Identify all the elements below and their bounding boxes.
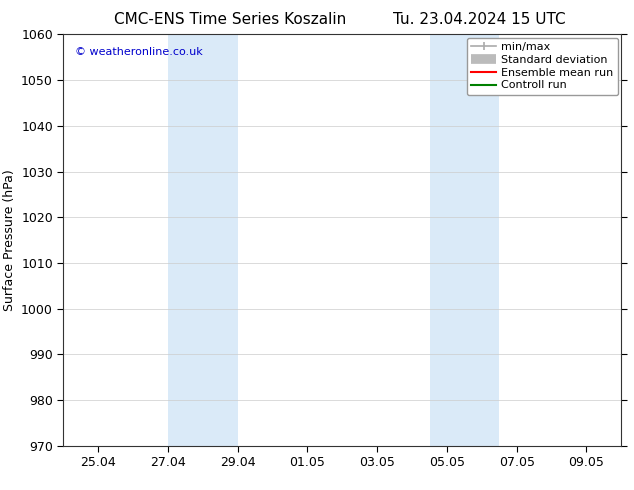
Text: © weatheronline.co.uk: © weatheronline.co.uk	[75, 47, 202, 57]
Bar	[430, 34, 500, 446]
Bar	[168, 34, 238, 446]
Y-axis label: Surface Pressure (hPa): Surface Pressure (hPa)	[3, 169, 16, 311]
Text: CMC-ENS Time Series Koszalin: CMC-ENS Time Series Koszalin	[114, 12, 346, 27]
Legend: min/max, Standard deviation, Ensemble mean run, Controll run: min/max, Standard deviation, Ensemble me…	[467, 38, 618, 95]
Text: Tu. 23.04.2024 15 UTC: Tu. 23.04.2024 15 UTC	[393, 12, 566, 27]
